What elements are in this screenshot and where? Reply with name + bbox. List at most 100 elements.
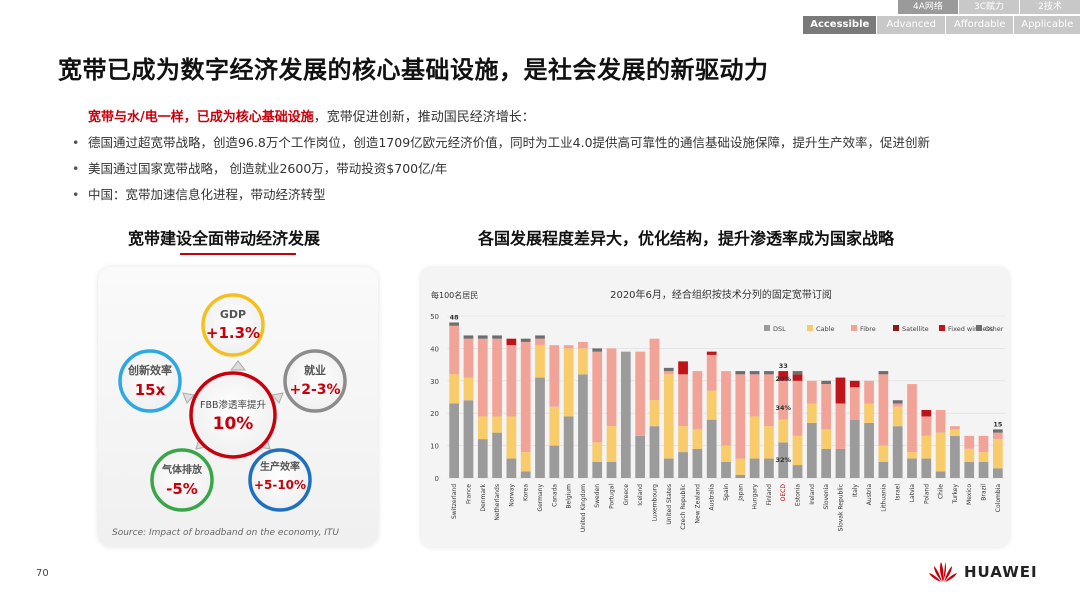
bar-segment [492, 338, 502, 417]
nav-top-4a[interactable]: 4A网络 [898, 0, 958, 14]
x-tick-label: Portugal [609, 484, 616, 509]
data-annotation: 33 [779, 362, 788, 370]
bar-segment [964, 461, 975, 478]
node-gdp-value: +1.3% [206, 324, 260, 342]
x-tick-label: Lithuania [880, 484, 887, 512]
bar-segment [678, 452, 688, 478]
broadband-chart: 2020年6月，经合组织按技术分列的固定宽带订阅 每100名居民 0 10 20 30… [430, 288, 1005, 532]
bar-segment [592, 351, 603, 443]
bar-segment [563, 345, 574, 349]
bar-segment [735, 374, 746, 459]
bar-segment [663, 367, 674, 372]
bar-segment [835, 403, 846, 449]
bar-segment [721, 445, 731, 462]
bar-segment [935, 471, 946, 478]
bar-segment [706, 354, 717, 391]
bar-segment [864, 380, 874, 404]
x-tick-label: OECD [780, 484, 787, 502]
node-gdp: GDP +1.3% [201, 293, 265, 357]
bar-segment [692, 429, 703, 449]
legend-label: DSL [773, 325, 786, 333]
bar-segment [764, 371, 774, 375]
node-emissions: 气体排放 -5% [150, 448, 214, 512]
bar-segment [749, 416, 760, 459]
bar-segment [821, 448, 832, 478]
x-tick-label: United States [666, 484, 673, 525]
bullet-germany: 德国通过超宽带战略，创造96.8万个工作岗位，创造1709亿欧元经济价值，同时为… [72, 135, 930, 161]
bar-segment [878, 445, 889, 462]
y-tick-label: 20 [430, 410, 439, 418]
legend-swatch [807, 325, 813, 331]
nav-sub-applicable[interactable]: Applicable [1014, 16, 1080, 34]
legend-label: Other [985, 325, 1004, 333]
x-tick-label: Italy [852, 484, 859, 497]
chart-panel: 2020年6月，经合组织按技术分列的固定宽带订阅 每100名居民 0 10 20 30… [421, 268, 1009, 547]
lead-text: 宽带与水/电一样，已成为核心基础设施，宽带促进创新，推动国民经济增长： [88, 106, 535, 125]
x-tick-label: Mexico [966, 484, 973, 505]
arrow-up-icon [229, 360, 247, 371]
bar-segment [921, 458, 932, 478]
node-innovation-value: 15x [135, 381, 166, 399]
nav-top-2tech[interactable]: 2技术 [1020, 0, 1080, 14]
bar-segment [520, 341, 531, 453]
bar-segment [477, 439, 488, 478]
y-tick-label: 0 [435, 475, 439, 483]
legend-swatch [976, 325, 982, 331]
node-productivity-label: 生产效率 [260, 460, 300, 473]
bar-segment [692, 448, 703, 478]
x-tick-label: United Kingdom [580, 484, 587, 532]
bar-segment [749, 374, 760, 417]
nav-sub-affordable[interactable]: Affordable [945, 16, 1014, 34]
node-productivity: 生产效率 +5-10% [248, 448, 312, 512]
bar-segment [792, 380, 803, 436]
bar-segment [549, 445, 560, 478]
bar-segment [506, 458, 517, 478]
bar-segment [449, 322, 460, 326]
bar-segment [463, 400, 474, 478]
bar-segment [706, 351, 717, 355]
bar-segment [635, 351, 646, 436]
bar-segment [520, 452, 531, 472]
left-heading-underline [180, 253, 296, 255]
bar-segment [921, 409, 932, 417]
legend-label: Cable [816, 325, 834, 333]
bar-segment [864, 422, 874, 478]
bar-segment [878, 374, 889, 446]
bar-segment [463, 377, 474, 401]
bar-segment [721, 461, 731, 478]
bar-segment [878, 371, 889, 375]
bar-segment [849, 419, 860, 478]
bar-segment [563, 416, 574, 478]
bar-segment [821, 429, 832, 449]
x-tick-label: Australia [709, 484, 716, 511]
bar-segment [792, 435, 803, 466]
bar-segment [477, 416, 488, 440]
bar-segment [778, 380, 789, 420]
bar-segment [849, 387, 860, 420]
bar-segment [592, 461, 603, 478]
bar-segment [535, 345, 545, 378]
nav-sub-advanced[interactable]: Advanced [877, 16, 945, 34]
legend-swatch [764, 325, 770, 331]
bar-segment [449, 325, 460, 375]
x-tick-label: Brazil [981, 484, 988, 501]
x-tick-label: Estonia [795, 484, 802, 506]
legend-label: Satellite [902, 325, 929, 333]
arrow-right-icon [271, 392, 284, 404]
bar-segment [535, 335, 545, 339]
node-emissions-value: -5% [166, 480, 198, 498]
top-navigation: 4A网络 3C赋力 2技术 Accessible Advanced Afford… [802, 0, 1080, 34]
bar-segment [992, 429, 1003, 433]
x-tick-label: Greece [623, 484, 630, 506]
bar-segment [735, 371, 746, 375]
bar-segment [735, 458, 746, 475]
nav-top-3c[interactable]: 3C赋力 [959, 0, 1019, 14]
chart-title: 2020年6月，经合组织按技术分列的固定宽带订阅 [610, 288, 832, 301]
node-innovation: 创新效率 15x [118, 349, 182, 413]
bar-segment [935, 409, 946, 433]
bar-segment [964, 435, 975, 449]
bar-segment [835, 448, 846, 478]
bar-segment [477, 338, 488, 417]
legend-swatch [893, 325, 899, 331]
nav-sub-accessible[interactable]: Accessible [803, 16, 877, 34]
